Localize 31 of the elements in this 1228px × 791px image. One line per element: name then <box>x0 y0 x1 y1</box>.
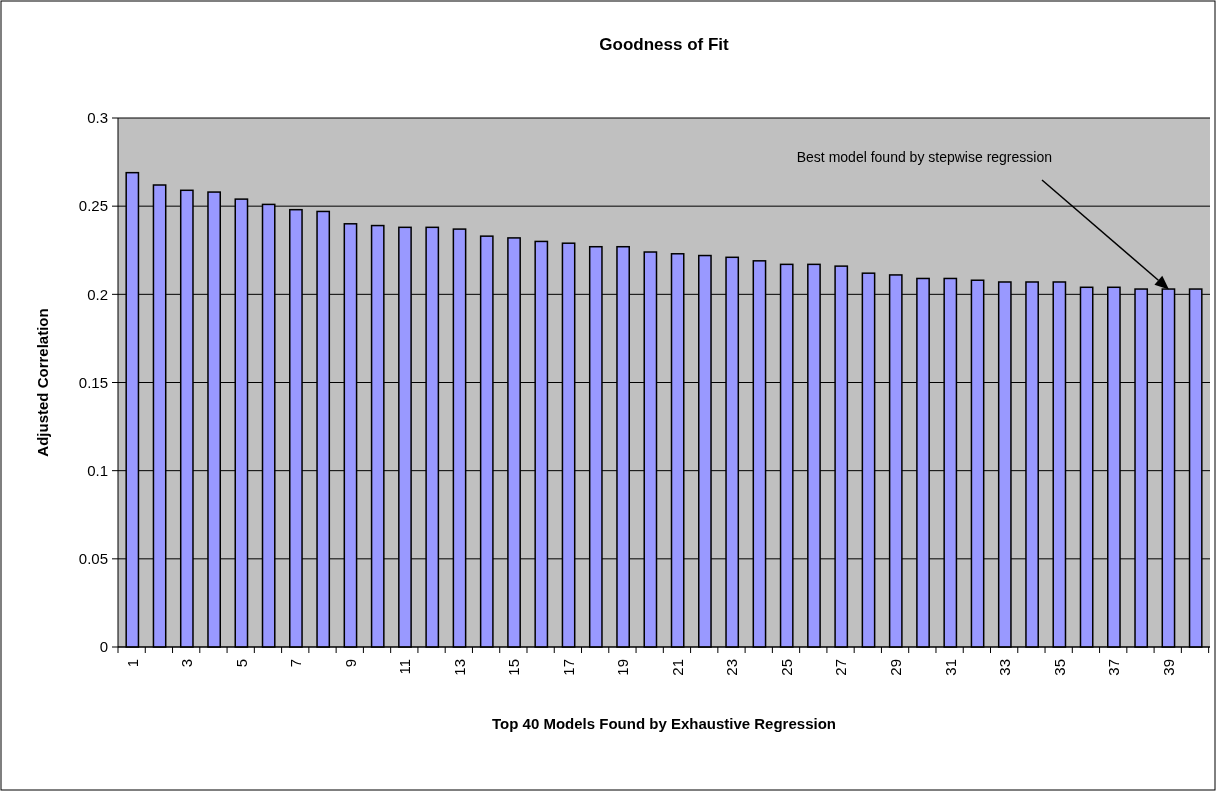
x-tick-label: 21 <box>668 659 686 676</box>
x-tick-label: 29 <box>887 659 905 676</box>
x-tick-label: 39 <box>1159 659 1177 676</box>
x-axis-title: Top 40 Models Found by Exhaustive Regression <box>492 715 836 732</box>
x-tick-label: 23 <box>723 659 741 676</box>
x-tick-label: 7 <box>287 659 305 668</box>
x-tick-label: 37 <box>1105 659 1123 676</box>
x-tick-label: 25 <box>777 659 795 676</box>
x-tick-label: 9 <box>341 659 359 668</box>
x-tick-label: 33 <box>996 659 1014 676</box>
x-tick-label: 1 <box>123 659 141 668</box>
y-tick-label: 0.2 <box>87 285 108 303</box>
x-tick-label: 15 <box>505 659 523 676</box>
y-tick-label: 0.3 <box>87 109 108 127</box>
x-tick-label: 19 <box>614 659 632 676</box>
x-tick-label: 27 <box>832 659 850 676</box>
y-tick-label: 0.25 <box>78 197 108 215</box>
annotation: Best model found by stepwise regression <box>796 149 1052 165</box>
y-tick-label: 0.1 <box>87 461 108 479</box>
x-tick-label: 3 <box>178 659 196 668</box>
y-tick-label: 0 <box>99 638 108 656</box>
x-tick-label: 17 <box>559 659 577 676</box>
x-tick-label: 31 <box>941 659 959 676</box>
x-tick-label: 11 <box>396 659 414 675</box>
y-axis-title: Adjusted Correlation <box>34 308 51 457</box>
y-tick-label: 0.15 <box>78 373 108 391</box>
y-tick-label: 0.05 <box>78 550 108 568</box>
chart-title: Goodness of Fit <box>599 35 730 54</box>
x-tick-label: 5 <box>232 659 250 668</box>
x-tick-label: 35 <box>1050 659 1068 676</box>
x-tick-label: 13 <box>450 659 468 676</box>
